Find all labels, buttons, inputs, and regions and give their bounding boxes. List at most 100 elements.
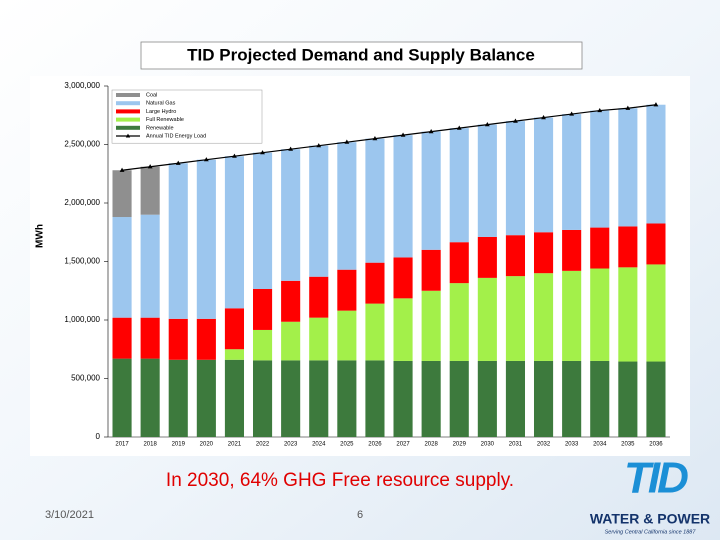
load-marker bbox=[119, 167, 125, 172]
bar-segment bbox=[533, 273, 554, 361]
legend-marker bbox=[125, 133, 131, 138]
load-marker bbox=[344, 139, 350, 144]
y-tick-label: 500,000 bbox=[71, 374, 100, 383]
bar-segment bbox=[393, 360, 413, 437]
bar-segment bbox=[618, 361, 638, 437]
bar-segment bbox=[618, 226, 638, 268]
x-tick-label: 2032 bbox=[537, 442, 551, 448]
bar-segment bbox=[421, 290, 441, 361]
load-marker bbox=[569, 111, 575, 116]
load-marker bbox=[203, 157, 209, 162]
x-tick-label: 2030 bbox=[481, 442, 495, 448]
bar-segment bbox=[196, 318, 216, 360]
title-box bbox=[140, 41, 583, 70]
load-marker bbox=[147, 164, 153, 169]
legend-swatch bbox=[116, 125, 140, 130]
bar-segment bbox=[618, 267, 638, 362]
bar-segment bbox=[252, 152, 273, 289]
bar-segment bbox=[477, 277, 497, 361]
bar-segment bbox=[618, 108, 638, 227]
y-tick-label: 1,000,000 bbox=[64, 315, 100, 324]
load-marker bbox=[288, 146, 294, 151]
legend-label: Full Renewable bbox=[146, 117, 184, 123]
bar-segment bbox=[533, 117, 554, 233]
bar-segment bbox=[140, 317, 160, 359]
legend-swatch bbox=[116, 109, 140, 114]
bar-segment bbox=[646, 104, 666, 224]
bar-segment bbox=[309, 317, 329, 361]
load-marker bbox=[400, 132, 406, 137]
bar-segment bbox=[337, 269, 357, 311]
x-tick-label: 2024 bbox=[312, 442, 326, 448]
load-line bbox=[121, 104, 657, 171]
caption: In 2030, 64% GHG Free resource supply. bbox=[166, 470, 514, 491]
x-tick-label: 2026 bbox=[368, 442, 382, 448]
bar-segment bbox=[140, 358, 160, 437]
x-tick-label: 2033 bbox=[565, 442, 579, 448]
bar-segment bbox=[168, 318, 188, 360]
bar-segment bbox=[252, 360, 273, 437]
bar-segment bbox=[590, 227, 610, 269]
bar-segment bbox=[449, 128, 469, 243]
logo-tagline: Serving Central California since 1887 bbox=[605, 529, 697, 535]
x-tick-label: 2022 bbox=[256, 442, 270, 448]
bar-segment bbox=[168, 163, 188, 319]
x-tick-label: 2028 bbox=[424, 442, 438, 448]
bar-segment bbox=[140, 166, 160, 215]
bar-segment bbox=[393, 298, 413, 361]
x-tick-label: 2019 bbox=[172, 442, 186, 448]
load-marker bbox=[456, 125, 462, 130]
load-marker bbox=[653, 102, 659, 107]
legend-label: Renewable bbox=[146, 125, 174, 131]
bar-segment bbox=[505, 235, 526, 277]
logo-name: WATER & POWER bbox=[590, 511, 710, 527]
bar-segment bbox=[477, 124, 497, 237]
legend-box bbox=[111, 89, 263, 144]
bar-segment bbox=[224, 359, 245, 437]
x-tick-label: 2036 bbox=[649, 442, 663, 448]
y-tick-label: 2,000,000 bbox=[64, 198, 100, 207]
bar-segment bbox=[224, 308, 245, 350]
x-tick-label: 2025 bbox=[340, 442, 354, 448]
bar-segment bbox=[590, 268, 610, 361]
x-tick-label: 2035 bbox=[621, 442, 635, 448]
load-marker bbox=[541, 114, 546, 120]
legend-label: Large Hydro bbox=[146, 109, 176, 115]
x-tick-label: 2034 bbox=[593, 442, 607, 448]
bar-segment bbox=[281, 149, 301, 281]
logo: TID WATER & POWER Serving Central Califo… bbox=[590, 454, 710, 536]
bar-segment bbox=[590, 360, 610, 437]
bar-segment bbox=[533, 232, 554, 274]
load-marker bbox=[428, 129, 434, 134]
bar-segment bbox=[646, 361, 666, 437]
bar-segment bbox=[112, 317, 132, 359]
bar-segment bbox=[252, 288, 273, 330]
bar-segment bbox=[449, 242, 469, 284]
y-tick-label: 3,000,000 bbox=[64, 81, 100, 90]
x-tick-label: 2023 bbox=[284, 442, 298, 448]
bar-segment bbox=[590, 110, 610, 228]
bar-segment bbox=[365, 360, 385, 437]
legend-label: Natural Gas bbox=[146, 101, 176, 107]
bar-segment bbox=[337, 142, 357, 270]
bar-segment bbox=[224, 349, 245, 360]
legend-swatch bbox=[116, 101, 140, 106]
x-tick-label: 2027 bbox=[396, 442, 410, 448]
logo-mark: TID bbox=[624, 454, 688, 503]
bar-segment bbox=[196, 159, 216, 319]
bar-segment bbox=[421, 131, 441, 250]
bar-segment bbox=[252, 329, 273, 361]
bar-segment bbox=[112, 358, 132, 437]
y-tick-label: 1,500,000 bbox=[64, 257, 100, 266]
bar-segment bbox=[224, 156, 245, 309]
bar-segment bbox=[393, 135, 413, 258]
bar-segment bbox=[421, 249, 441, 291]
legend-label: Coal bbox=[146, 92, 157, 98]
load-marker bbox=[484, 122, 490, 127]
bar-segment bbox=[449, 283, 469, 361]
bar-segment bbox=[646, 223, 666, 265]
bar-segment bbox=[505, 276, 526, 361]
load-marker bbox=[513, 118, 518, 123]
load-marker bbox=[597, 107, 603, 113]
